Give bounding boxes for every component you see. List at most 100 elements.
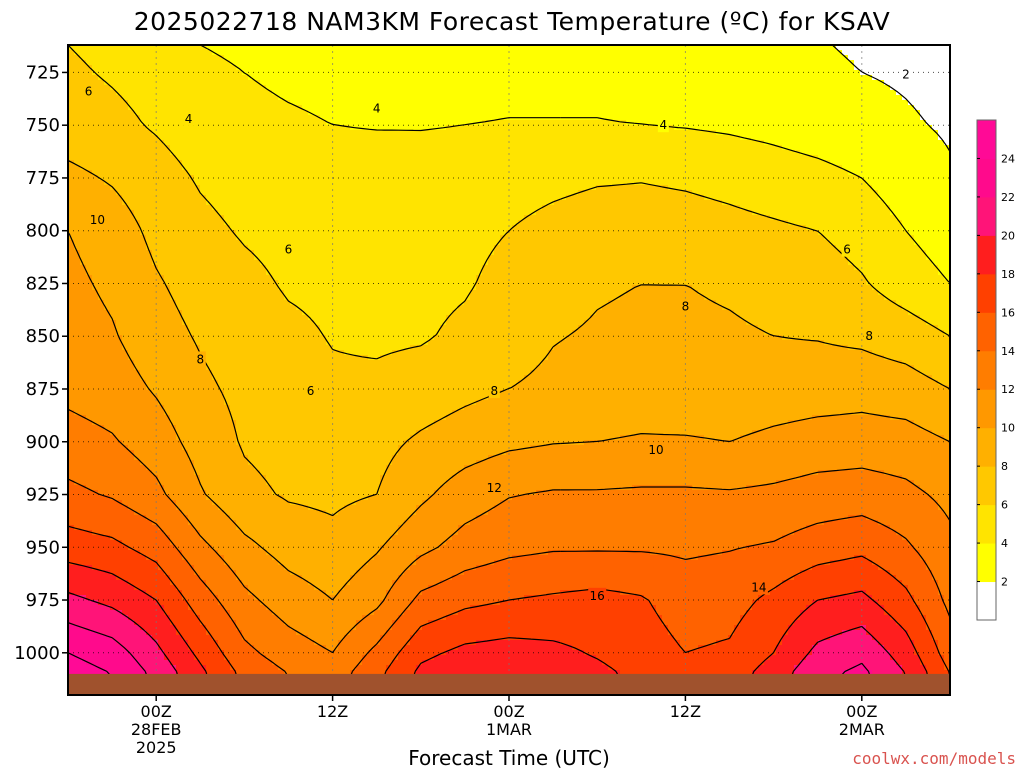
heat-cell: [434, 100, 441, 106]
heat-cell: [68, 175, 75, 181]
heat-cell: [260, 60, 267, 66]
heat-cell: [932, 180, 939, 186]
heat-cell: [776, 165, 783, 171]
heat-cell: [500, 45, 507, 51]
heat-cell: [566, 120, 573, 126]
heat-cell: [500, 110, 507, 116]
heat-cell: [218, 190, 225, 196]
heat-cell: [134, 210, 141, 216]
heat-cell: [98, 195, 105, 201]
heat-cell: [434, 75, 441, 81]
heat-cell: [368, 115, 375, 121]
heat-cell: [434, 195, 441, 201]
heat-cell: [812, 70, 819, 76]
heat-cell: [152, 130, 159, 136]
heat-cell: [122, 175, 129, 181]
heat-cell: [608, 165, 615, 171]
heat-cell: [452, 160, 459, 166]
heat-cell: [680, 75, 687, 81]
heat-cell: [338, 100, 345, 106]
heat-cell: [494, 70, 501, 76]
heat-cell: [290, 65, 297, 71]
heat-cell: [890, 125, 897, 131]
heat-cell: [728, 45, 735, 51]
heat-cell: [668, 95, 675, 101]
heat-cell: [398, 50, 405, 56]
heat-cell: [68, 185, 75, 191]
heat-cell: [674, 50, 681, 56]
heat-cell: [110, 150, 117, 156]
heat-cell: [140, 115, 147, 121]
heat-cell: [788, 170, 795, 176]
heat-cell: [782, 85, 789, 91]
heat-cell: [896, 170, 903, 176]
heat-cell: [716, 210, 723, 216]
heat-cell: [458, 170, 465, 176]
heat-cell: [386, 105, 393, 111]
heat-cell: [626, 175, 633, 181]
heat-cell: [560, 150, 567, 156]
heat-cell: [422, 195, 429, 201]
heat-cell: [866, 130, 873, 136]
heat-cell: [188, 50, 195, 56]
heat-cell: [518, 80, 525, 86]
heat-cell: [866, 160, 873, 166]
heat-cell: [152, 190, 159, 196]
heat-cell: [704, 170, 711, 176]
heat-cell: [710, 200, 717, 206]
heat-cell: [296, 120, 303, 126]
heat-cell: [356, 85, 363, 91]
heat-cell: [818, 145, 825, 151]
heat-cell: [500, 55, 507, 61]
heat-cell: [878, 185, 885, 191]
heat-cell: [842, 185, 849, 191]
heat-cell: [866, 155, 873, 161]
heat-cell: [188, 125, 195, 131]
heat-cell: [362, 80, 369, 86]
heat-cell: [626, 60, 633, 66]
heat-cell: [422, 180, 429, 186]
heat-cell: [506, 195, 513, 201]
heat-cell: [662, 175, 669, 181]
heat-cell: [944, 115, 950, 121]
heat-cell: [554, 155, 561, 161]
heat-cell: [428, 190, 435, 196]
heat-cell: [344, 60, 351, 66]
heat-cell: [806, 90, 813, 96]
heat-cell: [278, 200, 285, 206]
heat-cell: [140, 145, 147, 151]
heat-cell: [716, 85, 723, 91]
heat-cell: [194, 170, 201, 176]
heat-cell: [176, 185, 183, 191]
heat-cell: [434, 210, 441, 216]
heat-cell: [512, 120, 519, 126]
heat-cell: [122, 165, 129, 171]
heat-cell: [650, 65, 657, 71]
heat-cell: [110, 85, 117, 91]
heat-cell: [836, 190, 843, 196]
heat-cell: [260, 140, 267, 146]
heat-cell: [386, 190, 393, 196]
heat-cell: [350, 140, 357, 146]
heat-cell: [512, 110, 519, 116]
heat-cell: [122, 50, 129, 56]
heat-cell: [812, 120, 819, 126]
heat-cell: [254, 120, 261, 126]
heat-cell: [836, 110, 843, 116]
heat-cell: [278, 120, 285, 126]
heat-cell: [464, 100, 471, 106]
heat-cell: [914, 45, 921, 51]
heat-cell: [704, 210, 711, 216]
heat-cell: [650, 150, 657, 156]
heat-cell: [830, 65, 837, 71]
heat-cell: [518, 120, 525, 126]
heat-cell: [440, 100, 447, 106]
heat-cell: [806, 55, 813, 61]
heat-cell: [740, 165, 747, 171]
heat-cell: [704, 115, 711, 121]
heat-cell: [428, 60, 435, 66]
heat-cell: [656, 50, 663, 56]
heat-cell: [536, 125, 543, 131]
heat-cell: [914, 115, 921, 121]
heat-cell: [416, 95, 423, 101]
